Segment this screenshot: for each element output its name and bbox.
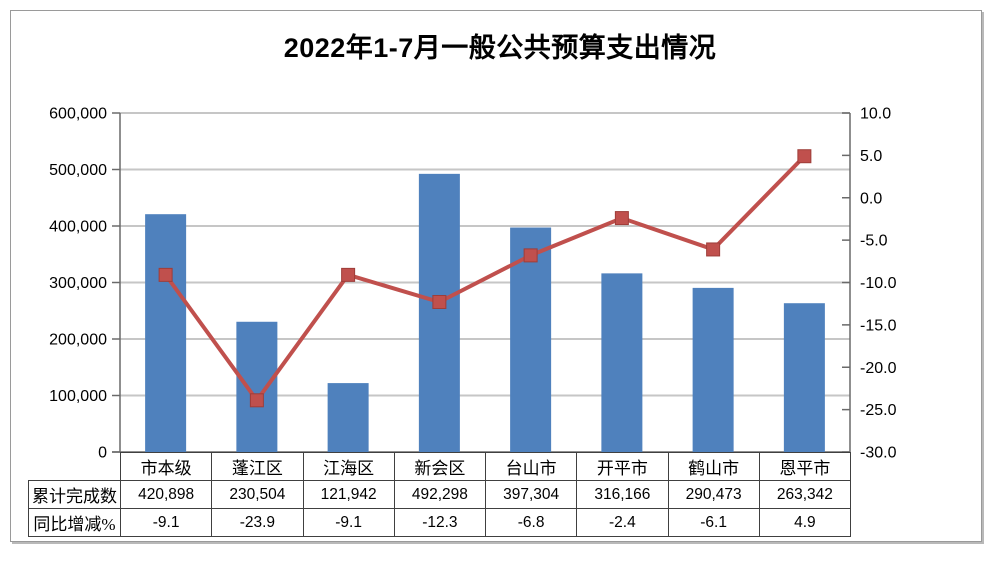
marker-开平市	[614, 211, 629, 226]
value-cell-台山市: -6.8	[484, 508, 578, 537]
value-cell-鹤山市: 290,473	[667, 480, 760, 509]
table-row-同比增减%: 同比增减% -9.1 -23.9 -9.1 -12.3 -6.8 -2.4 -6.1 4.9	[28, 508, 852, 537]
right-axis-tick-label: -10.0	[860, 275, 897, 292]
bar-鹤山市	[692, 287, 734, 452]
value-cell-市本级: -9.1	[119, 508, 213, 537]
value-cell-开平市: 316,166	[576, 480, 669, 509]
marker-江海区	[341, 267, 356, 282]
right-axis-tick-label: 10.0	[860, 106, 891, 123]
right-axis-tick-label: -15.0	[860, 317, 897, 334]
marker-鹤山市	[706, 242, 721, 257]
value-cell-恩平市: 4.9	[758, 508, 852, 537]
row-label-cell: 累计完成数	[28, 480, 121, 509]
marker-市本级	[158, 267, 173, 282]
line-series	[164, 154, 806, 404]
category-row: 市本级 蓬江区 江海区 新会区 台山市 开平市 鹤山市 恩平市	[29, 452, 852, 481]
chart-title: 2022年1-7月一般公共预算支出情况	[283, 33, 717, 63]
category-cell-鹤山市: 鹤山市	[667, 452, 760, 481]
bar-江海区	[327, 383, 369, 452]
right-axis-tick-label: -20.0	[860, 360, 897, 377]
value-cell-蓬江区: 230,504	[211, 480, 304, 509]
bar-新会区	[418, 173, 460, 452]
right-axis-tick-label: -5.0	[860, 233, 888, 250]
left-axis-tick-label: 600,000	[49, 106, 107, 123]
left-axis-tick-label: 500,000	[49, 162, 107, 179]
value-cell-台山市: 397,304	[484, 480, 578, 509]
value-cell-市本级: 420,898	[119, 480, 213, 509]
left-axis-tick-label: 200,000	[49, 332, 107, 349]
bar-蓬江区	[236, 321, 278, 452]
right-axis-tick-label: 5.0	[860, 148, 882, 165]
value-cell-新会区: -12.3	[393, 508, 487, 537]
table-row-累计完成数: 累计完成数 420,898 230,504 121,942 492,298 397,304…	[28, 480, 852, 509]
category-cell-恩平市: 恩平市	[758, 452, 852, 481]
marker-恩平市	[797, 149, 812, 164]
left-axis-tick-label: 400,000	[49, 219, 107, 236]
right-axis-tick-label: 0.0	[860, 190, 882, 207]
bar-台山市	[510, 227, 552, 452]
value-cell-鹤山市: -6.1	[667, 508, 760, 537]
value-cell-恩平市: 263,342	[758, 480, 852, 509]
table-corner-spacer	[29, 453, 121, 481]
category-cell-开平市: 开平市	[576, 452, 669, 481]
category-cell-江海区: 江海区	[302, 452, 395, 481]
bar-市本级	[145, 214, 187, 452]
bar-恩平市	[783, 303, 825, 452]
marker-台山市	[523, 248, 538, 263]
value-cell-江海区: -9.1	[302, 508, 395, 537]
left-axis-tick-label: 0	[98, 445, 107, 462]
category-cell-蓬江区: 蓬江区	[211, 452, 304, 481]
left-axis-tick-label: 100,000	[49, 388, 107, 405]
chart-data-table: 市本级 蓬江区 江海区 新会区 台山市 开平市 鹤山市 恩平市 累计完成数 420,898 230,…	[28, 452, 852, 537]
value-cell-蓬江区: -23.9	[211, 508, 304, 537]
category-cell-市本级: 市本级	[119, 452, 213, 481]
marker-蓬江区	[249, 393, 264, 408]
value-cell-新会区: 492,298	[393, 480, 487, 509]
left-axis-tick-label: 300,000	[49, 275, 107, 292]
bar-开平市	[601, 273, 643, 452]
right-axis-tick-label: -25.0	[860, 402, 897, 419]
value-cell-江海区: 121,942	[302, 480, 395, 509]
value-cell-开平市: -2.4	[576, 508, 669, 537]
category-cell-台山市: 台山市	[484, 452, 578, 481]
category-cell-新会区: 新会区	[393, 452, 487, 481]
right-axis-tick-label: -30.0	[860, 445, 897, 462]
marker-新会区	[432, 294, 447, 309]
row-label-cell: 同比增减%	[28, 508, 121, 537]
